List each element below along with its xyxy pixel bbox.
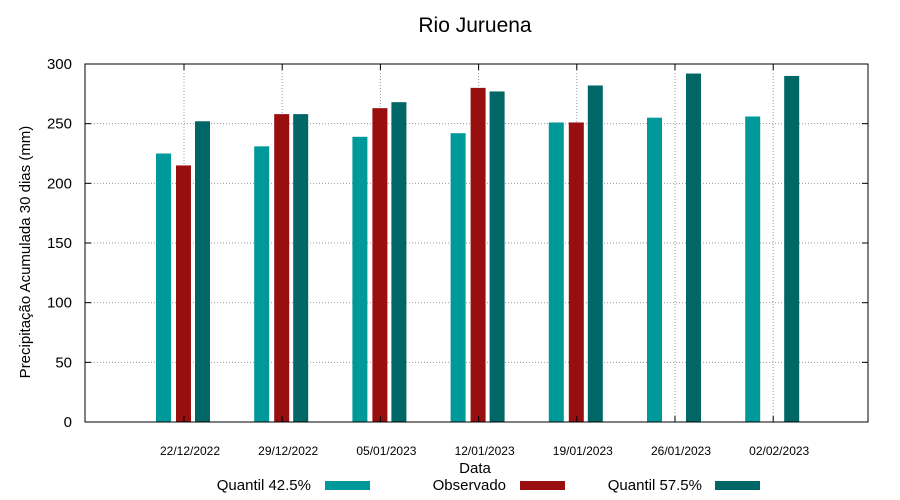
y-tick-label: 150 bbox=[47, 235, 72, 252]
y-tick-label: 250 bbox=[47, 116, 72, 133]
bars-layer bbox=[156, 73, 800, 423]
bar-series-3 bbox=[195, 121, 210, 422]
bar-series-2 bbox=[274, 114, 290, 423]
x-axis-label: Data bbox=[459, 460, 491, 477]
bar-series-3 bbox=[686, 73, 701, 423]
bar-series-3 bbox=[784, 75, 800, 422]
legend-label: Quantil 42.5% bbox=[217, 477, 311, 494]
axis-layer: 0 50 100 150 200 250 300 22/12/2022 29/12/2022 05… bbox=[47, 56, 868, 458]
bar-series-2 bbox=[176, 165, 191, 422]
chart-title: Rio Juruena bbox=[418, 14, 532, 37]
y-axis-label: Precipitação Acumulada 30 dias (mm) bbox=[17, 126, 34, 379]
y-tick-label: 300 bbox=[47, 56, 72, 73]
legend-swatch bbox=[715, 481, 760, 490]
bar-series-1 bbox=[548, 122, 564, 423]
legend-swatch bbox=[520, 481, 565, 490]
x-tick-label: 29/12/2022 bbox=[258, 444, 318, 458]
legend-label: Quantil 57.5% bbox=[608, 477, 702, 494]
x-tick-label: 05/01/2023 bbox=[356, 444, 416, 458]
bar-series-2 bbox=[372, 108, 388, 423]
legend: Quantil 42.5% Observado Quantil 57.5% bbox=[217, 477, 760, 494]
x-tick-label: 26/01/2023 bbox=[651, 444, 711, 458]
y-tick-label: 100 bbox=[47, 295, 72, 312]
bar-series-1 bbox=[450, 133, 466, 423]
x-tick-label: 02/02/2023 bbox=[749, 444, 809, 458]
bar-series-1 bbox=[647, 117, 662, 422]
bar-series-3 bbox=[587, 85, 603, 422]
y-tick-label: 0 bbox=[64, 414, 72, 431]
bar-series-1 bbox=[352, 136, 368, 422]
bar-series-2 bbox=[470, 87, 486, 422]
bar-series-3 bbox=[293, 114, 309, 423]
bar-series-1 bbox=[156, 153, 171, 422]
legend-swatch bbox=[325, 481, 370, 490]
x-tick-label: 22/12/2022 bbox=[160, 444, 220, 458]
y-tick-label: 50 bbox=[55, 354, 72, 371]
bar-series-1 bbox=[254, 146, 270, 422]
y-tick-label: 200 bbox=[47, 175, 72, 192]
bar-series-3 bbox=[489, 91, 505, 423]
bar-series-3 bbox=[391, 102, 407, 422]
bar-series-2 bbox=[568, 122, 584, 423]
x-tick-label: 12/01/2023 bbox=[455, 444, 515, 458]
x-tick-label: 19/01/2023 bbox=[553, 444, 613, 458]
bar-series-1 bbox=[745, 116, 761, 423]
legend-label: Observado bbox=[433, 477, 506, 494]
